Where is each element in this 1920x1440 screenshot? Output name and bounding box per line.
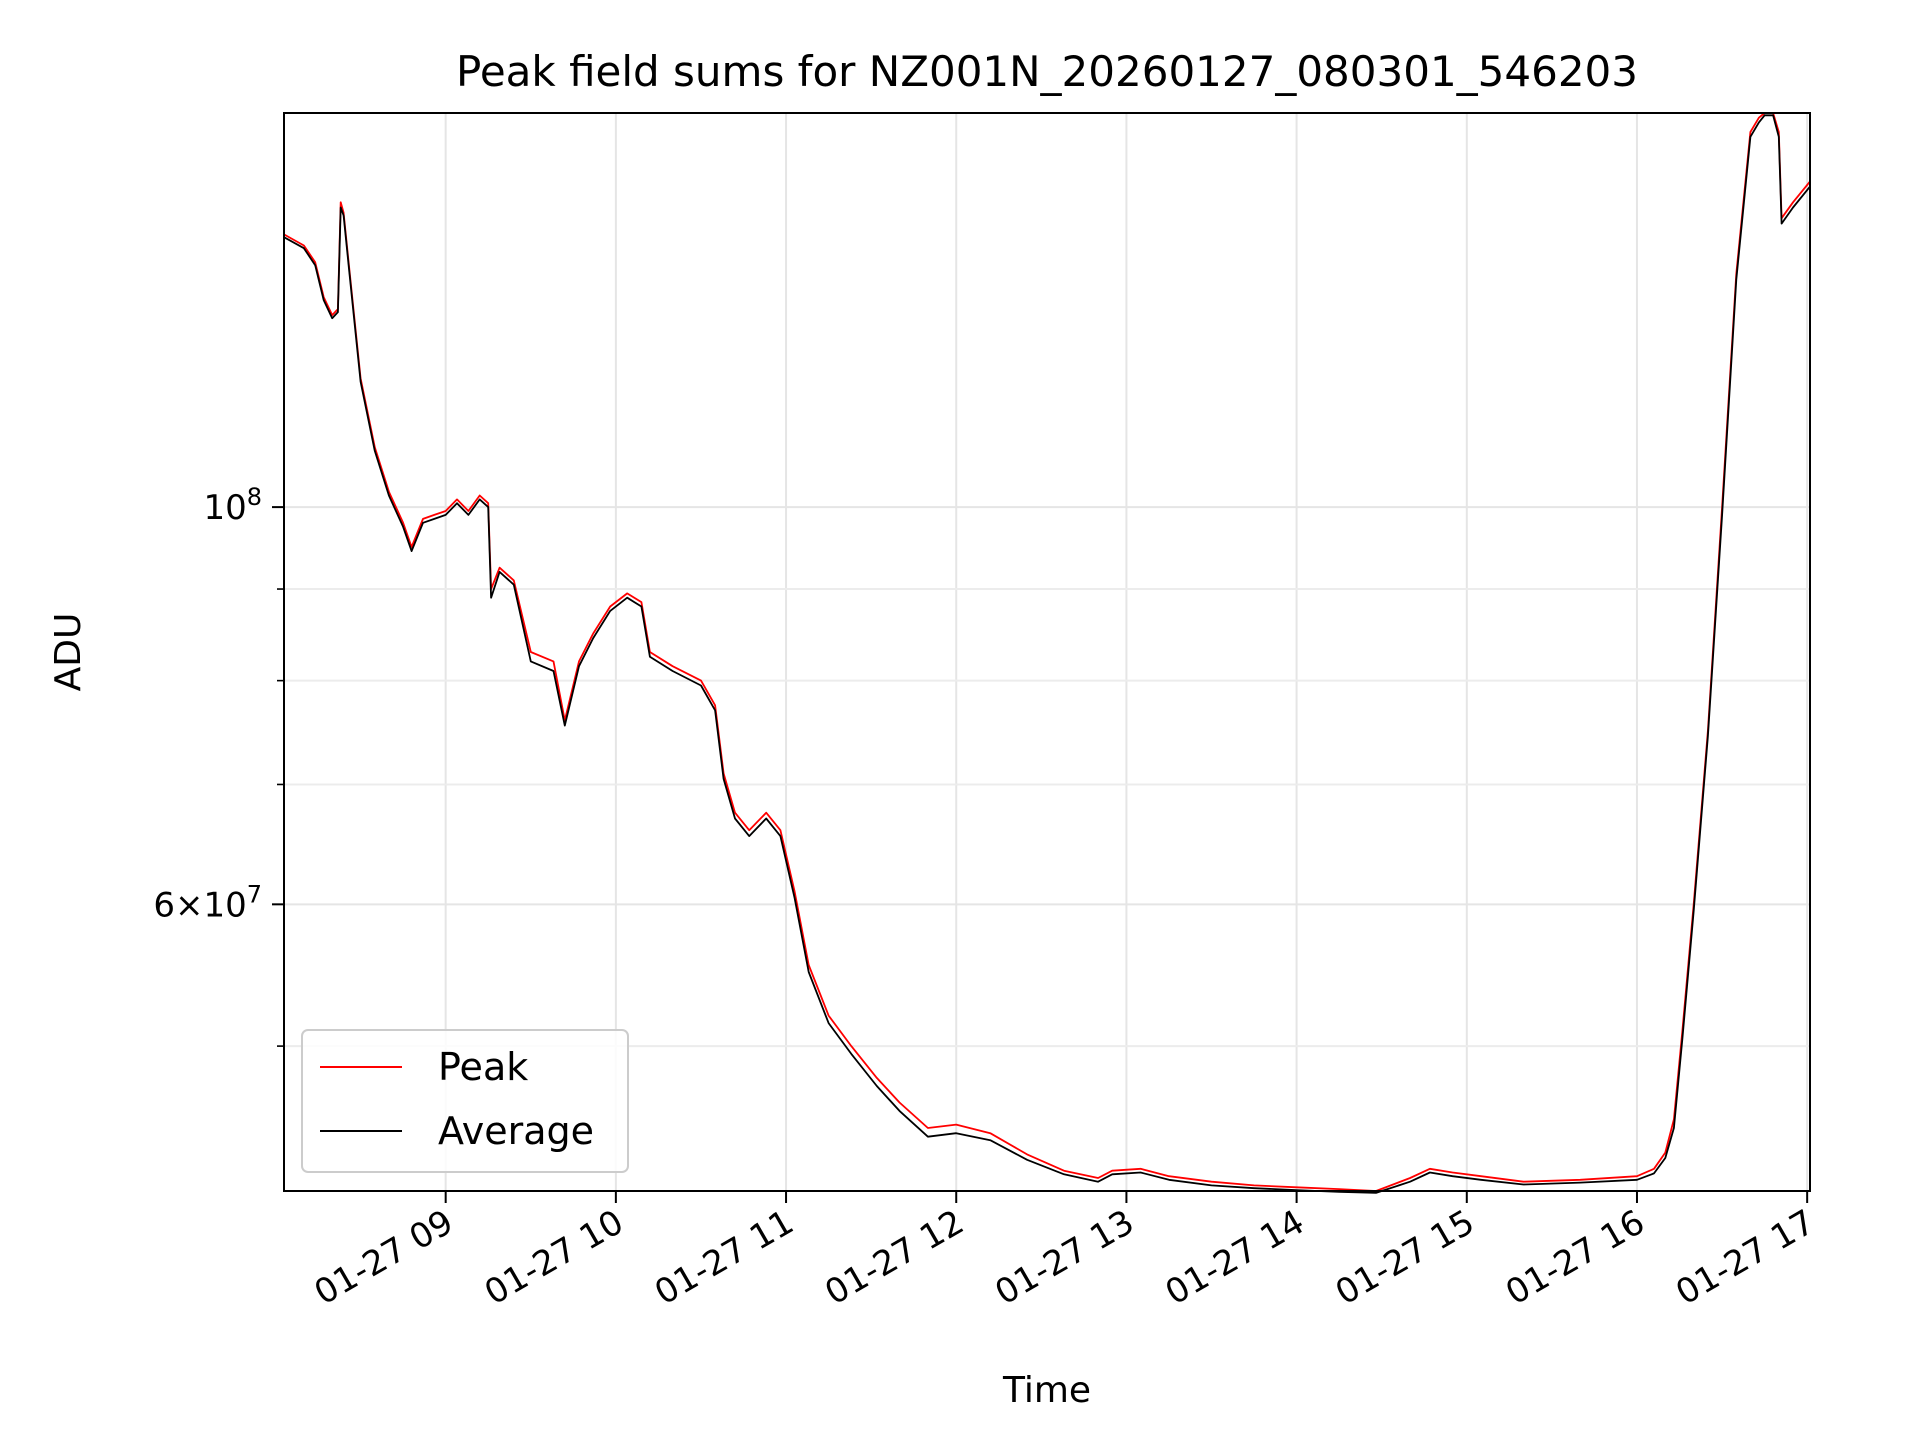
y-tick-label: 108 xyxy=(203,483,262,528)
grid xyxy=(284,113,1810,1191)
chart-title: Peak field sums for NZ001N_20260127_0803… xyxy=(456,47,1638,96)
legend-label-average: Average xyxy=(438,1109,594,1153)
series-line-average xyxy=(283,114,1811,1194)
series-line-peak xyxy=(283,112,1811,1192)
y-axis: 108 6×107 xyxy=(153,483,284,1047)
axes-frame xyxy=(283,112,1811,1192)
x-axis-label: Time xyxy=(1002,1370,1091,1411)
series-layer xyxy=(283,112,1811,1194)
legend-box xyxy=(301,1029,629,1173)
y-tick-label: 6×107 xyxy=(153,880,262,925)
legend: Peak Average xyxy=(301,1029,629,1173)
y-axis-label: ADU xyxy=(48,613,89,692)
legend-label-peak: Peak xyxy=(438,1045,528,1089)
